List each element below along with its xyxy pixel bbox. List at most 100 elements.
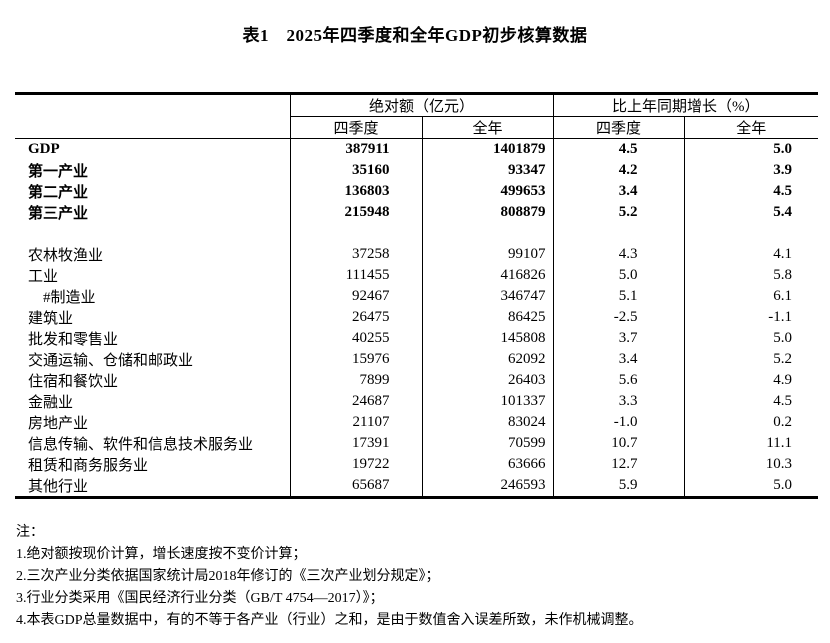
value-cell: 26403	[422, 369, 554, 391]
value-cell: 4.5	[773, 392, 793, 409]
note-item: 1.绝对额按现价计算，增长速度按不变价计算；	[16, 547, 307, 562]
row-label: 工业	[15, 264, 291, 286]
value-cell: -1.0	[553, 411, 685, 433]
value-cell: 17391	[290, 432, 423, 454]
value-cell: 62092	[422, 348, 554, 370]
table-row: 第一产业 35160 93347 4.2 3.9	[15, 159, 818, 181]
spacer-row	[15, 222, 818, 244]
value-cell: 86425	[422, 306, 554, 328]
growth-group-header: 比上年同期增长（%）	[553, 93, 819, 117]
value-cell: 70599	[422, 432, 554, 454]
value-cell: 3.3	[553, 390, 685, 412]
value-cell	[553, 222, 685, 244]
value-cell: 246593	[422, 474, 554, 497]
table-row: 第二产业 136803 499653 3.4 4.5	[15, 180, 818, 202]
table-row: GDP 387911 1401879 4.5 5.0	[15, 138, 818, 160]
value-cell: 3.7	[553, 327, 685, 349]
label-column-header	[15, 93, 291, 139]
value-cell: 3.9	[773, 161, 793, 178]
table-row: 房地产业 21107 83024 -1.0 0.2	[15, 411, 818, 433]
value-cell: 4.2	[553, 159, 685, 181]
value-cell: 0.2	[773, 413, 793, 430]
table-row: 租赁和商务服务业 19722 63666 12.7 10.3	[15, 453, 818, 475]
value-cell: 5.2	[553, 201, 685, 223]
value-cell: 5.0	[773, 140, 793, 157]
row-label: 第三产业	[15, 201, 291, 223]
row-label: 金融业	[15, 390, 291, 412]
row-label: 租赁和商务服务业	[15, 453, 291, 475]
value-cell: 4.1	[773, 245, 793, 262]
value-cell: 5.6	[553, 369, 685, 391]
notes-label: 注：	[16, 525, 44, 540]
value-cell: 19722	[290, 453, 423, 475]
value-cell: 26475	[290, 306, 423, 328]
value-cell: 4.9	[773, 371, 793, 388]
table-row: 金融业 24687 101337 3.3 4.5	[15, 390, 818, 412]
value-cell: 416826	[422, 264, 554, 286]
group-header-row: 绝对额（亿元） 比上年同期增长（%）	[15, 93, 819, 139]
value-cell: 4.5	[553, 138, 685, 160]
table-row: 其他行业 65687 246593 5.9 5.0	[15, 474, 818, 497]
value-cell: 5.4	[773, 203, 793, 220]
row-label: 住宿和餐饮业	[15, 369, 291, 391]
value-cell: 92467	[290, 285, 423, 307]
value-cell: 346747	[422, 285, 554, 307]
row-label: GDP	[15, 138, 291, 160]
value-cell: 5.0	[773, 476, 793, 493]
table-row: 第三产业 215948 808879 5.2 5.4	[15, 201, 818, 223]
note-item: 3.行业分类采用《国民经济行业分类（GB/T 4754—2017）》；	[16, 591, 384, 606]
value-cell: -1.1	[768, 308, 793, 325]
notes-section: 注： 1.绝对额按现价计算，增长速度按不变价计算； 2.三次产业分类依据国家统计…	[16, 522, 643, 632]
value-cell: 5.2	[773, 350, 793, 367]
sub-header-row: 四季度 全年 四季度 全年	[15, 116, 819, 139]
table-row: 住宿和餐饮业 7899 26403 5.6 4.9	[15, 369, 818, 391]
value-cell	[290, 222, 423, 244]
gdp-table: 绝对额（亿元） 比上年同期增长（%） 四季度 全年 四季度 全年 GDP 3879…	[15, 92, 819, 499]
growth-quarter-header: 四季度	[553, 116, 685, 139]
value-cell: 99107	[422, 243, 554, 265]
row-label: 建筑业	[15, 306, 291, 328]
table-row: 建筑业 26475 86425 -2.5 -1.1	[15, 306, 818, 328]
note-item: 2.三次产业分类依据国家统计局2018年修订的《三次产业划分规定》；	[16, 569, 440, 584]
table-row: 农林牧渔业 37258 99107 4.3 4.1	[15, 243, 818, 265]
value-cell: 7899	[290, 369, 423, 391]
row-label: 第二产业	[15, 180, 291, 202]
table-row: 工业 111455 416826 5.0 5.8	[15, 264, 818, 286]
row-label: 第一产业	[15, 159, 291, 181]
value-cell: 5.9	[553, 474, 685, 497]
table-row: 批发和零售业 40255 145808 3.7 5.0	[15, 327, 818, 349]
table-body: GDP 387911 1401879 4.5 5.0 第一产业 35160 93347 4.2 3…	[15, 138, 818, 497]
note-item: 4.本表GDP总量数据中，有的不等于各产业（行业）之和，是由于数值舍入误差所致，…	[16, 613, 643, 628]
row-label: 交通运输、仓储和邮政业	[15, 348, 291, 370]
value-cell: 83024	[422, 411, 554, 433]
value-cell: 499653	[422, 180, 554, 202]
row-label	[15, 222, 291, 244]
value-cell: 3.4	[553, 180, 685, 202]
value-cell: 40255	[290, 327, 423, 349]
value-cell	[422, 222, 554, 244]
value-cell: 21107	[290, 411, 423, 433]
value-cell: 4.5	[773, 182, 793, 199]
value-cell: 4.3	[553, 243, 685, 265]
value-cell: 136803	[290, 180, 423, 202]
value-cell: 6.1	[773, 287, 793, 304]
value-cell: 1401879	[422, 138, 554, 160]
row-label: 批发和零售业	[15, 327, 291, 349]
value-cell: -2.5	[553, 306, 685, 328]
absolute-year-header: 全年	[422, 116, 554, 139]
value-cell: 93347	[422, 159, 554, 181]
absolute-group-header: 绝对额（亿元）	[290, 93, 554, 117]
table-row: 信息传输、软件和信息技术服务业 17391 70599 10.7 11.1	[15, 432, 818, 454]
value-cell: 101337	[422, 390, 554, 412]
value-cell: 387911	[290, 138, 423, 160]
value-cell: 65687	[290, 474, 423, 497]
value-cell: 808879	[422, 201, 554, 223]
absolute-quarter-header: 四季度	[290, 116, 423, 139]
value-cell: 215948	[290, 201, 423, 223]
value-cell: 10.7	[553, 432, 685, 454]
value-cell: 5.1	[553, 285, 685, 307]
value-cell: 37258	[290, 243, 423, 265]
value-cell	[684, 223, 818, 244]
value-cell: 5.8	[773, 266, 793, 283]
